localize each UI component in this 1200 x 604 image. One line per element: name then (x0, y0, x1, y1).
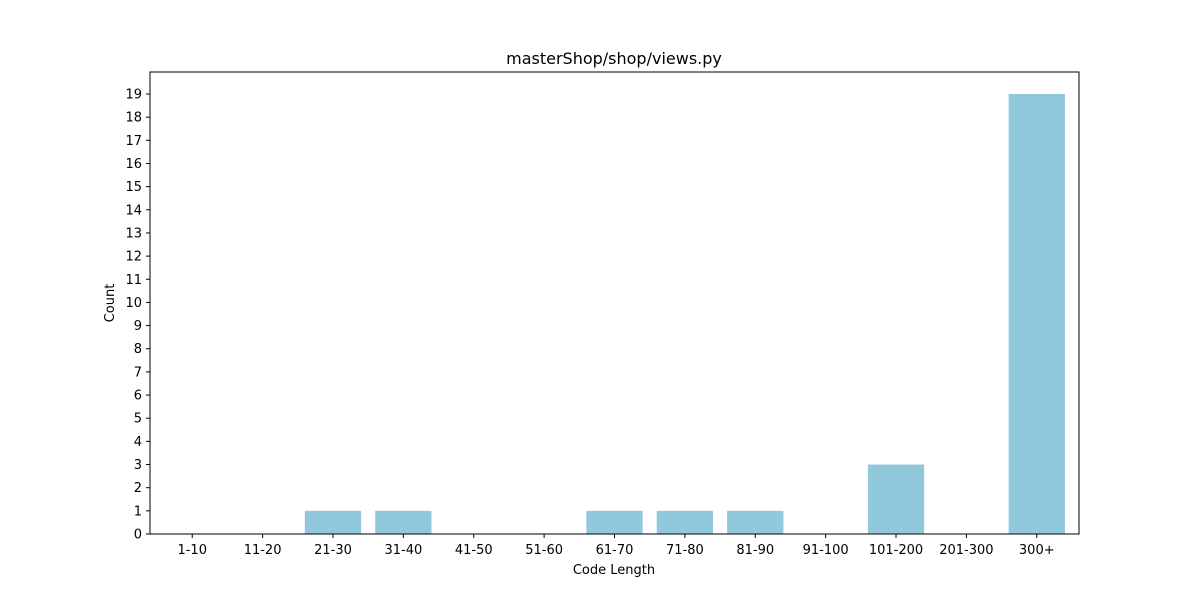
x-tick-label: 21-30 (314, 543, 352, 558)
y-tick-label: 11 (125, 273, 142, 288)
x-axis-ticks: 1-10 11-20 21-30 31-40 41-50 51-60 61-70 71-80 8… (177, 534, 1055, 558)
bars-group (304, 94, 1065, 534)
y-tick-label: 6 (134, 389, 142, 404)
x-tick-label: 101-200 (869, 543, 923, 558)
y-tick-label: 10 (125, 296, 142, 311)
x-tick-label: 51-60 (525, 543, 563, 558)
y-tick-label: 0 (134, 528, 142, 543)
x-tick-label: 31-40 (384, 543, 422, 558)
y-tick-label: 13 (125, 226, 142, 241)
y-tick-label: 2 (134, 481, 142, 496)
x-tick-label: 81-90 (736, 543, 774, 558)
bar-31-40 (375, 510, 432, 534)
x-tick-label: 41-50 (455, 543, 493, 558)
y-tick-label: 19 (125, 88, 142, 103)
y-tick-label: 4 (134, 435, 142, 450)
x-tick-label: 91-100 (803, 543, 849, 558)
y-tick-label: 3 (134, 458, 142, 473)
y-tick-label: 5 (134, 412, 142, 427)
y-tick-label: 15 (125, 180, 142, 195)
bar-300+ (1008, 94, 1065, 534)
x-tick-label: 300+ (1019, 543, 1055, 558)
y-tick-label: 8 (134, 342, 142, 357)
y-tick-label: 17 (125, 134, 142, 149)
x-tick-label: 201-300 (939, 543, 993, 558)
bar-61-70 (586, 510, 643, 534)
y-tick-label: 14 (125, 203, 142, 218)
y-axis-label: Count (103, 284, 118, 323)
bar-101-200 (867, 464, 925, 534)
y-tick-label: 18 (125, 111, 142, 126)
x-tick-label: 1-10 (177, 543, 207, 558)
plot-frame (149, 71, 1080, 535)
x-tick-label: 11-20 (244, 543, 282, 558)
x-axis-label: Code Length (573, 563, 655, 578)
chart-title: masterShop/shop/views.py (506, 49, 722, 68)
x-tick-label: 71-80 (666, 543, 704, 558)
y-tick-label: 16 (125, 157, 142, 172)
y-tick-label: 1 (134, 504, 142, 519)
y-tick-label: 12 (125, 250, 142, 265)
y-tick-label: 9 (134, 319, 142, 334)
x-tick-label: 61-70 (596, 543, 634, 558)
y-tick-label: 7 (134, 365, 142, 380)
bar-71-80 (656, 510, 714, 534)
bar-81-90 (727, 510, 784, 534)
bar-21-30 (304, 510, 362, 534)
